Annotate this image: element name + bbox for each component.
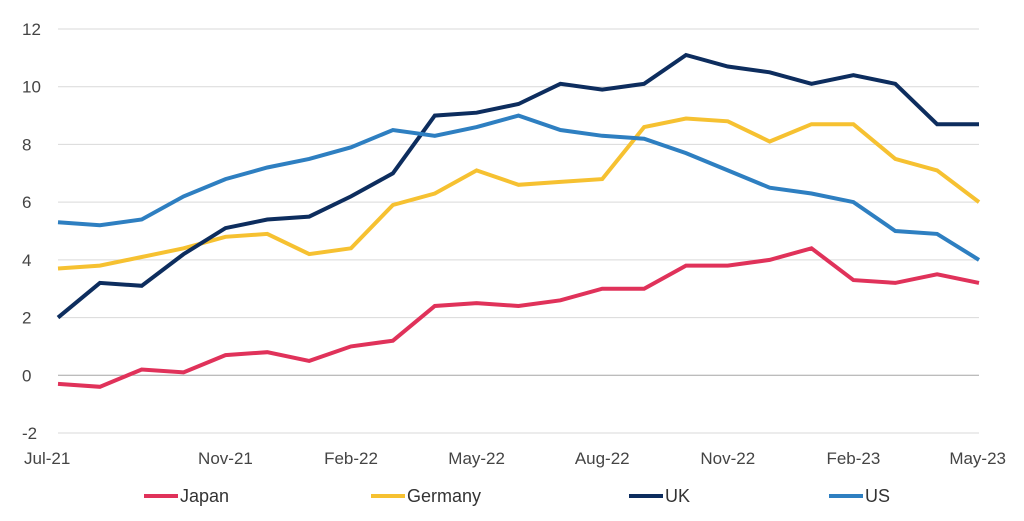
- series-line-japan: [57, 246, 980, 389]
- y-tick-label: 0: [22, 366, 31, 385]
- legend-label: Germany: [407, 486, 481, 506]
- legend: Japan Germany UK US: [144, 486, 890, 506]
- legend-item-us: US: [829, 486, 890, 506]
- legend-label: US: [865, 486, 890, 506]
- legend-item-japan: Japan: [144, 486, 229, 506]
- y-tick-label: -2: [22, 424, 37, 443]
- y-tick-label: 12: [22, 20, 41, 39]
- series-line-uk: [56, 52, 979, 320]
- legend-item-uk: UK: [629, 486, 690, 506]
- x-tick-label: Feb-23: [826, 449, 880, 468]
- x-tick-label: Nov-22: [700, 449, 755, 468]
- x-tick-label: Feb-22: [324, 449, 378, 468]
- y-axis-ticks: -2 0 2 4 6 8 10 12: [22, 20, 41, 443]
- y-tick-label: 8: [22, 135, 31, 154]
- x-tick-label: Aug-22: [575, 449, 630, 468]
- legend-item-germany: Germany: [371, 486, 481, 506]
- x-tick-label: Jul-21: [24, 449, 70, 468]
- x-tick-label: May-23: [949, 449, 1006, 468]
- series-line-germany: [57, 116, 981, 271]
- y-tick-label: 4: [22, 251, 31, 270]
- gridlines: [58, 28, 979, 434]
- legend-label: Japan: [180, 486, 229, 506]
- y-tick-label: 10: [22, 78, 41, 97]
- y-tick-label: 6: [22, 193, 31, 212]
- x-tick-label: May-22: [448, 449, 505, 468]
- legend-label: UK: [665, 486, 690, 506]
- y-tick-label: 2: [22, 309, 31, 328]
- x-tick-label: Nov-21: [198, 449, 253, 468]
- series-lines: [56, 52, 981, 389]
- x-axis-ticks: Jul-21 Nov-21 Feb-22 May-22 Aug-22 Nov-22 Feb-…: [24, 449, 1006, 468]
- series-line-us: [57, 113, 981, 262]
